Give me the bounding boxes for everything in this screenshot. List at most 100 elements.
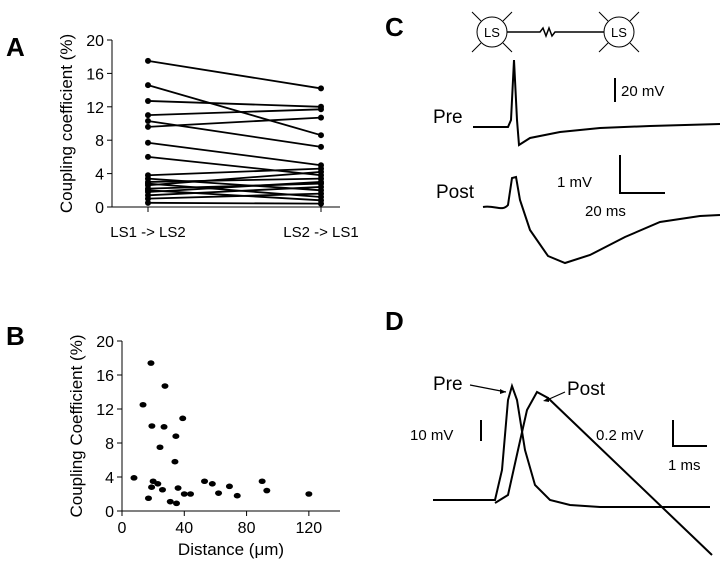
arrowhead [500, 389, 549, 402]
point [145, 153, 151, 160]
point [318, 178, 324, 185]
point [147, 360, 155, 366]
panel-label: A [6, 32, 25, 62]
point [145, 139, 151, 146]
y-tick-label: 20 [96, 334, 114, 351]
scale-label: 1 ms [668, 457, 701, 474]
trace-label: Pre [433, 374, 463, 395]
pair-line [147, 59, 322, 90]
point [145, 195, 151, 202]
point [233, 492, 241, 499]
point [144, 495, 152, 502]
y-axis-label: Coupling Coefficient (%) [67, 335, 86, 518]
pair-line [147, 84, 322, 137]
point [180, 491, 188, 497]
pair-line [147, 171, 322, 187]
point [158, 486, 166, 493]
point [154, 481, 162, 487]
y-tick-label: 12 [96, 402, 114, 419]
x-axis-label: Distance (μm) [178, 540, 284, 559]
y-tick-label: 16 [86, 66, 104, 83]
pair-line [147, 108, 322, 117]
schematic [471, 11, 640, 53]
point [156, 444, 164, 451]
trace [482, 175, 720, 265]
point [318, 183, 324, 190]
point [148, 423, 156, 429]
x-tick-label: 0 [118, 520, 127, 537]
y-axis-label: Coupling coefficient (%) [57, 34, 76, 213]
trace-label: Post [567, 379, 606, 400]
pair-line [147, 181, 322, 193]
trace-label: Post [436, 182, 475, 203]
scale-label: 20 ms [585, 203, 626, 220]
y-tick-label: 16 [96, 368, 114, 385]
point [139, 401, 147, 408]
pair-line [147, 201, 322, 205]
point [173, 500, 180, 507]
point [172, 433, 180, 440]
point [318, 85, 324, 92]
neuron-label: LS [484, 25, 500, 40]
point [305, 491, 313, 497]
point [263, 487, 271, 494]
point [318, 143, 324, 150]
point [171, 458, 179, 465]
pair-line [147, 116, 322, 128]
pair-line [147, 177, 322, 183]
point [145, 123, 151, 130]
point [318, 168, 324, 175]
pair-line [147, 192, 322, 200]
scale-label: 0.2 mV [596, 427, 644, 444]
point [145, 82, 151, 89]
point [208, 481, 216, 487]
point [145, 57, 151, 64]
y-tick-label: 20 [86, 33, 104, 50]
y-tick-label: 0 [105, 504, 114, 521]
pair-line [147, 141, 322, 167]
y-tick-label: 4 [105, 470, 114, 487]
y-tick-label: 0 [95, 200, 104, 217]
point [161, 383, 169, 389]
arrow [469, 384, 566, 401]
point [201, 478, 209, 485]
panel-label: D [385, 306, 404, 336]
point [145, 112, 151, 119]
scale-bar [619, 155, 665, 194]
scale-label: 20 mV [621, 83, 664, 100]
point [318, 114, 324, 121]
point [166, 498, 174, 505]
y-tick-label: 4 [95, 167, 104, 184]
neuron-label: LS [611, 25, 627, 40]
panel-label: B [6, 321, 25, 351]
point [318, 190, 324, 197]
point [145, 97, 151, 104]
point [187, 491, 195, 497]
x-tick-label: 120 [296, 520, 323, 537]
scale-label: 1 mV [557, 174, 592, 191]
point [318, 200, 324, 207]
point [174, 485, 182, 491]
y-tick-label: 8 [95, 133, 104, 150]
x-tick-label: 80 [238, 520, 256, 537]
point [148, 484, 156, 491]
point [179, 415, 187, 422]
trace [433, 382, 710, 508]
point [258, 478, 266, 485]
point [145, 117, 151, 124]
x-tick-label: LS2 -> LS1 [283, 224, 358, 241]
point [145, 199, 151, 206]
point [215, 490, 223, 496]
y-tick-label: 8 [105, 436, 114, 453]
x-tick-label: 40 [175, 520, 193, 537]
point [318, 132, 324, 139]
pair-line [147, 167, 322, 177]
pair-line [147, 156, 322, 177]
pair-line [147, 100, 322, 108]
y-tick-label: 12 [86, 100, 104, 117]
scale-bar [672, 420, 707, 447]
panel-label: C [385, 12, 404, 42]
point [160, 424, 168, 430]
